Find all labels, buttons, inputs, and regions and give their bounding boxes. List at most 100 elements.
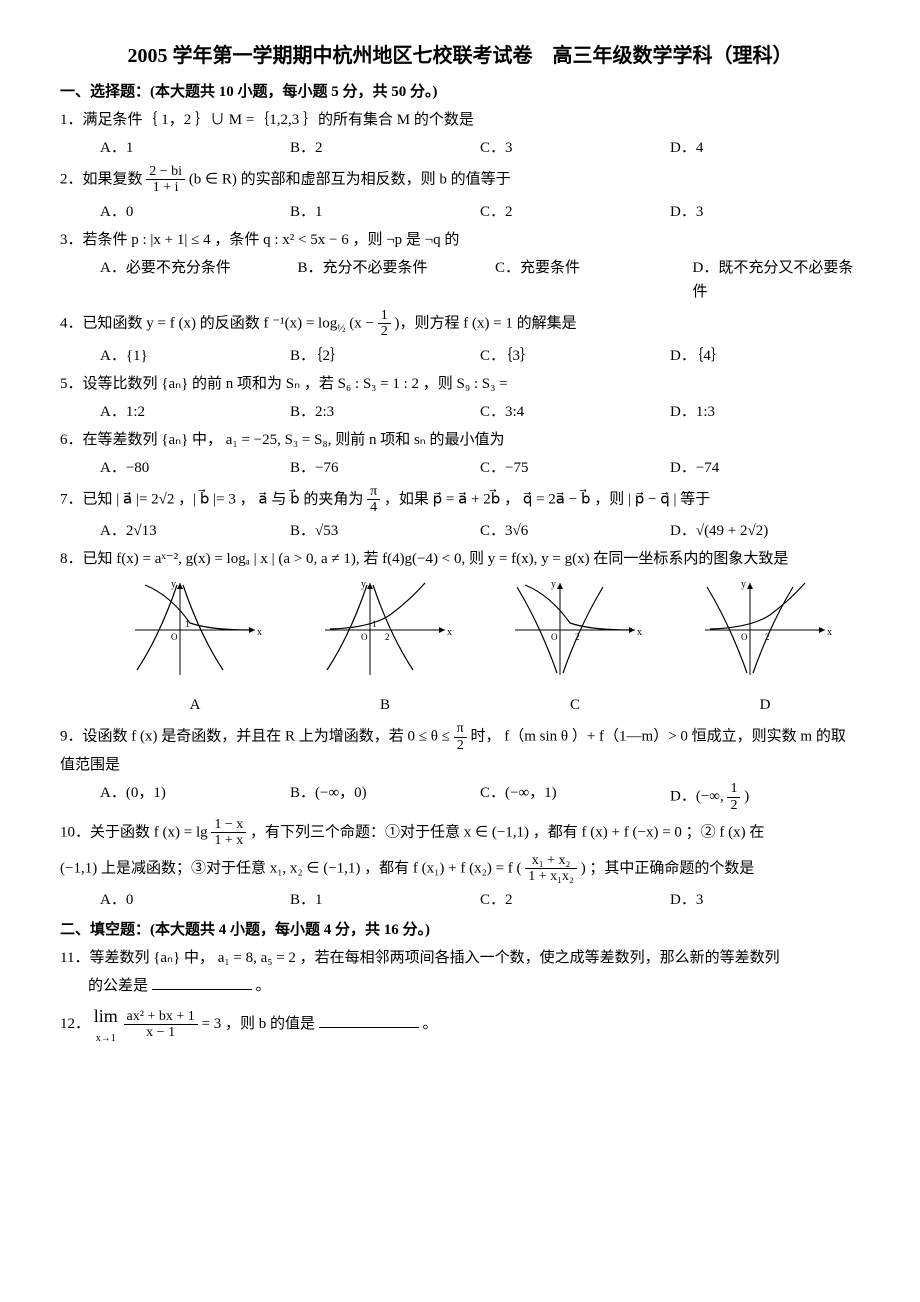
q9-D-post: ): [744, 788, 749, 804]
q5-opts: A．1:2 B．2:3 C．3:4 D．1:3: [100, 400, 860, 424]
svg-text:x: x: [637, 627, 642, 638]
q12-mid: = 3 ，则 b 的值是: [201, 1016, 314, 1032]
q10-fnum: 1 − x: [211, 817, 246, 833]
q10-pre: 10．关于函数 f (x) = lg: [60, 824, 211, 840]
q12: 12． lim x→1 ax² + bx + 1 x − 1 = 3 ，则 b …: [60, 1002, 860, 1047]
q8-graph-C: x y O 2 C: [505, 575, 645, 717]
svg-text:y: y: [741, 579, 746, 590]
q10-frac1: 1 − x 1 + x: [211, 817, 246, 849]
q8-graph-B: x y O 1 2 B: [315, 575, 455, 717]
exam-title: 2005 学年第一学期期中杭州地区七校联考试卷 高三年级数学学科（理科）: [60, 40, 860, 72]
q1-A: A．1: [100, 136, 290, 160]
q10-fden: 1 + x: [211, 833, 246, 848]
q10-f2den: 1 + x₁x₂: [525, 869, 577, 884]
q6-B: B．−76: [290, 456, 480, 480]
q11: 11．等差数列 {aₙ} 中， a₁ = 8, a₅ = 2 ，若在每相邻两项间…: [60, 946, 860, 970]
q4-sub: ½: [337, 322, 345, 334]
q3-B: B．充分不必要条件: [298, 256, 466, 304]
svg-text:O: O: [741, 632, 748, 642]
q8-label-D: D: [695, 693, 835, 717]
q10-A: A．0: [100, 888, 290, 912]
q4-B: B．｛2｝: [290, 344, 480, 368]
q6-text: 6．在等差数列 {aₙ} 中， a₁ = −25, S₃ = S₈, 则前 n …: [60, 432, 505, 448]
q7-post: ，如果 p⃗ = a⃗ + 2b⃗ ， q⃗ = 2a⃗ − b⃗ ，则 | p…: [384, 491, 710, 507]
q3-A: A．必要不充分条件: [100, 256, 268, 304]
q4-opts: A．{1} B．｛2｝ C．｛3｝ D．｛4｝: [100, 344, 860, 368]
q5-A: A．1:2: [100, 400, 290, 424]
q1-opts: A．1 B．2 C．3 D．4: [100, 136, 860, 160]
q3: 3．若条件 p : |x + 1| ≤ 4 ，条件 q : x² < 5x − …: [60, 228, 860, 252]
q10-C: C．2: [480, 888, 670, 912]
q10-mid: ，有下列三个命题：①对于任意 x ∈ (−1,1) ，都有 f (x) + f …: [250, 824, 764, 840]
q3-opts: A．必要不充分条件 B．充分不必要条件 C．充要条件 D．既不充分又不必要条件: [100, 256, 860, 304]
q3-D: D．既不充分又不必要条件: [693, 256, 861, 304]
q8-graph-A: x y O 1 A: [125, 575, 265, 717]
svg-text:x: x: [257, 627, 262, 638]
q10-line2post: ) ；其中正确命题的个数是: [581, 860, 755, 876]
q2-D: D．3: [670, 200, 860, 224]
q5-D: D．1:3: [670, 400, 860, 424]
q9-D-den: 2: [727, 798, 740, 813]
q2-B: B．1: [290, 200, 480, 224]
q7-A: A．2√13: [100, 519, 290, 543]
q11-line1: 11．等差数列 {aₙ} 中， a₁ = 8, a₅ = 2 ，若在每相邻两项间…: [60, 950, 780, 966]
q2-num: 2 − bi: [146, 164, 185, 180]
q12-lim-text: lim: [94, 1002, 118, 1031]
q9-fnum: π: [454, 721, 467, 737]
q4-C: C．｛3｝: [480, 344, 670, 368]
q1: 1．满足条件｛ 1，2 ｝∪ M =｛1,2,3 ｝的所有集合 M 的个数是: [60, 108, 860, 132]
q7-D: D．√(49 + 2√2): [670, 519, 860, 543]
q11-blank: [152, 974, 252, 990]
q2-A: A．0: [100, 200, 290, 224]
q12-frac: ax² + bx + 1 x − 1: [124, 1009, 198, 1041]
q5-C: C．3:4: [480, 400, 670, 424]
q2-opts: A．0 B．1 C．2 D．3: [100, 200, 860, 224]
q4-mid: (x −: [349, 315, 377, 331]
q2-pre: 2．如果复数: [60, 171, 146, 187]
q11-line2: 的公差是 。: [88, 974, 860, 998]
q9-frac: π 2: [454, 721, 467, 753]
q12-post: 。: [422, 1016, 437, 1032]
q4-fden: 2: [378, 324, 391, 339]
section-2-head: 二、填空题：(本大题共 4 小题，每小题 4 分，共 16 分。): [60, 918, 860, 942]
q4-fnum: 1: [378, 308, 391, 324]
section-1-head: 一、选择题：(本大题共 10 小题，每小题 5 分，共 50 分。): [60, 80, 860, 104]
q1-D: D．4: [670, 136, 860, 160]
q12-lim-sub: x→1: [94, 1031, 118, 1047]
q8-text: 8．已知 f(x) = aˣ⁻², g(x) = logₐ | x | (a >…: [60, 551, 788, 567]
q8-graph-D: x y O 2 D: [695, 575, 835, 717]
svg-text:1: 1: [372, 619, 377, 629]
q9-D-num: 1: [727, 781, 740, 797]
q9-D: D．(−∞, 1 2 ): [670, 781, 860, 813]
q7-B: B．√53: [290, 519, 480, 543]
q6-D: D．−74: [670, 456, 860, 480]
q12-pre: 12．: [60, 1016, 90, 1032]
q2-post: (b ∈ R) 的实部和虚部互为相反数，则 b 的值等于: [189, 171, 511, 187]
q1-C: C．3: [480, 136, 670, 160]
q7-fnum: π: [367, 484, 380, 500]
q7-fden: 4: [367, 500, 380, 515]
q7-opts: A．2√13 B．√53 C．3√6 D．√(49 + 2√2): [100, 519, 860, 543]
q10-line2: (−1,1) 上是减函数；③对于任意 x₁, x₂ ∈ (−1,1) ，都有 f…: [60, 853, 860, 885]
q9: 9．设函数 f (x) 是奇函数，并且在 R 上为增函数，若 0 ≤ θ ≤ π…: [60, 721, 860, 777]
q12-fnum: ax² + bx + 1: [124, 1009, 198, 1025]
q8-graphs: x y O 1 A x y O 1 2 B: [100, 575, 860, 717]
q6-C: C．−75: [480, 456, 670, 480]
q9-A: A．(0，1): [100, 781, 290, 813]
svg-text:2: 2: [385, 632, 390, 642]
q3-text: 3．若条件 p : |x + 1| ≤ 4 ，条件 q : x² < 5x − …: [60, 232, 459, 248]
q9-opts: A．(0，1) B．(−∞，0) C．(−∞，1) D．(−∞, 1 2 ): [100, 781, 860, 813]
q9-D-pre: D．(−∞,: [670, 788, 727, 804]
q7-C: C．3√6: [480, 519, 670, 543]
q2: 2．如果复数 2 − bi 1 + i (b ∈ R) 的实部和虚部互为相反数，…: [60, 164, 860, 196]
q11-line2post: 。: [256, 978, 271, 994]
q10: 10．关于函数 f (x) = lg 1 − x 1 + x ，有下列三个命题：…: [60, 817, 860, 849]
q9-pre: 9．设函数 f (x) 是奇函数，并且在 R 上为增函数，若 0 ≤ θ ≤: [60, 729, 454, 745]
q12-lim: lim x→1: [94, 1002, 118, 1047]
q10-D: D．3: [670, 888, 860, 912]
q2-frac: 2 − bi 1 + i: [146, 164, 185, 196]
q6: 6．在等差数列 {aₙ} 中， a₁ = −25, S₃ = S₈, 则前 n …: [60, 428, 860, 452]
svg-text:O: O: [551, 632, 558, 642]
q6-A: A．−80: [100, 456, 290, 480]
q6-opts: A．−80 B．−76 C．−75 D．−74: [100, 456, 860, 480]
